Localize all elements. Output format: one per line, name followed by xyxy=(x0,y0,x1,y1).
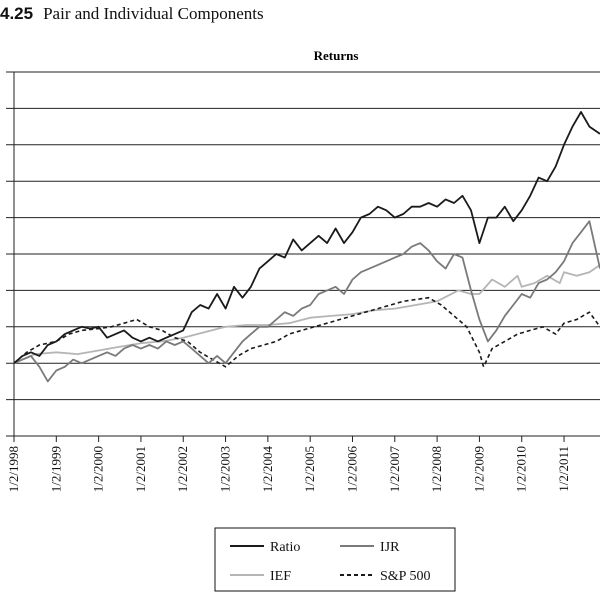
x-tick-label: 1/2/2000 xyxy=(91,446,106,492)
figure-caption: 4.25 Pair and Individual Components xyxy=(0,4,264,24)
x-tick-label: 1/2/2011 xyxy=(556,446,571,492)
x-tick-label: 1/2/2004 xyxy=(260,446,275,493)
x-tick-label: 1/2/1998 xyxy=(6,446,21,492)
series-line-ratio xyxy=(13,111,600,364)
series-line-ijr xyxy=(13,220,600,383)
x-tick-label: 1/2/1999 xyxy=(48,446,63,492)
x-tick-label: 1/2/2007 xyxy=(387,446,402,493)
legend: Ratio IJR IEF S&P 500 xyxy=(214,527,456,592)
x-tick-label: 1/2/2009 xyxy=(471,446,486,492)
series-line-ief xyxy=(13,264,600,365)
x-tick-label: 1/2/2003 xyxy=(218,446,233,492)
chart-title: Returns xyxy=(314,48,359,63)
x-tick-label: 1/2/2002 xyxy=(175,446,190,492)
grid xyxy=(6,71,600,437)
x-tick-label: 1/2/2006 xyxy=(344,446,359,493)
x-tick-label: 1/2/2005 xyxy=(302,446,317,492)
figure-title: Pair and Individual Components xyxy=(43,4,264,23)
series-group xyxy=(13,111,600,383)
figure-number: 4.25 xyxy=(0,4,34,23)
x-tick-label: 1/2/2010 xyxy=(514,446,529,492)
series-line-s-p-500 xyxy=(13,296,600,368)
legend-label-ratio: Ratio xyxy=(270,540,300,555)
x-tick-label: 1/2/2008 xyxy=(429,446,444,492)
legend-label-ijr: IJR xyxy=(380,540,400,555)
x-axis-ticks: 1/2/1998 1/2/1999 1/2/2000 1/2/2001 1/2/2002… xyxy=(6,436,571,492)
legend-box xyxy=(214,527,456,592)
x-tick-label: 1/2/2001 xyxy=(133,446,148,492)
legend-label-ief: IEF xyxy=(270,569,291,584)
legend-label-sp500: S&P 500 xyxy=(380,569,430,584)
